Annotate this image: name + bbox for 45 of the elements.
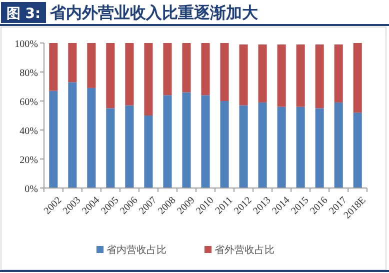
bar [68, 43, 77, 82]
bar [182, 43, 191, 92]
y-tick-label: 20% [20, 155, 38, 166]
caption: 图 3: [6, 6, 41, 22]
bar [201, 95, 210, 188]
bar [296, 44, 305, 107]
y-tick-label: 80% [20, 68, 38, 79]
bar [125, 43, 134, 106]
x-tick-label: 2011 [213, 194, 236, 217]
bar [68, 82, 77, 188]
bar [144, 43, 153, 116]
bar [220, 43, 229, 101]
bar [106, 43, 115, 108]
legend-label: 省外营收占比 [214, 244, 274, 256]
y-tick-label: 0% [24, 184, 38, 195]
bar [182, 92, 191, 188]
bar [315, 44, 324, 108]
bar [277, 106, 286, 188]
bar [296, 106, 305, 188]
bar [334, 102, 343, 188]
bar [258, 44, 267, 102]
y-tick-label: 100% [14, 39, 38, 50]
bar [258, 102, 267, 188]
bar [353, 43, 362, 113]
bar [277, 44, 286, 107]
bar [144, 116, 153, 188]
bar [125, 105, 134, 188]
bar [239, 105, 248, 188]
bar [201, 43, 210, 96]
bar [163, 43, 172, 96]
bar [220, 101, 229, 188]
bar [49, 90, 58, 188]
bar [163, 95, 172, 188]
bar [49, 43, 58, 91]
bar [334, 44, 343, 102]
bar [353, 112, 362, 188]
bar [106, 108, 115, 188]
bar [315, 108, 324, 188]
y-tick-label: 40% [20, 126, 38, 137]
legend-label: 省内营收占比 [106, 244, 166, 256]
chart-title: 省内外营业收入比重逐渐加大 [49, 3, 259, 22]
y-tick-label: 60% [20, 97, 38, 108]
bar [87, 43, 96, 88]
bar [239, 44, 248, 106]
bar [87, 88, 96, 188]
